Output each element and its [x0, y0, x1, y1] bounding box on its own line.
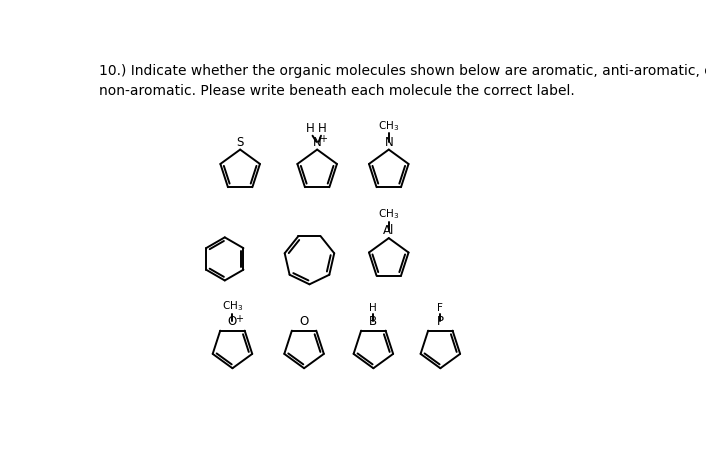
Text: +: +: [234, 314, 243, 324]
Text: O: O: [228, 315, 237, 329]
Text: H: H: [306, 122, 315, 135]
Text: +: +: [319, 134, 328, 144]
Text: Al: Al: [383, 224, 395, 237]
Text: S: S: [237, 136, 244, 149]
Text: H: H: [369, 303, 377, 313]
Text: P: P: [437, 315, 444, 329]
Text: N: N: [313, 136, 321, 149]
Text: F: F: [438, 303, 443, 313]
Text: N: N: [384, 136, 393, 149]
Text: H: H: [318, 122, 327, 135]
Text: CH$_3$: CH$_3$: [378, 119, 400, 133]
Text: B: B: [369, 315, 378, 329]
Text: O: O: [299, 315, 309, 329]
Text: 10.) Indicate whether the organic molecules shown below are aromatic, anti-aroma: 10.) Indicate whether the organic molecu…: [100, 64, 706, 98]
Text: CH$_3$: CH$_3$: [222, 299, 243, 313]
Text: CH$_3$: CH$_3$: [378, 207, 400, 221]
